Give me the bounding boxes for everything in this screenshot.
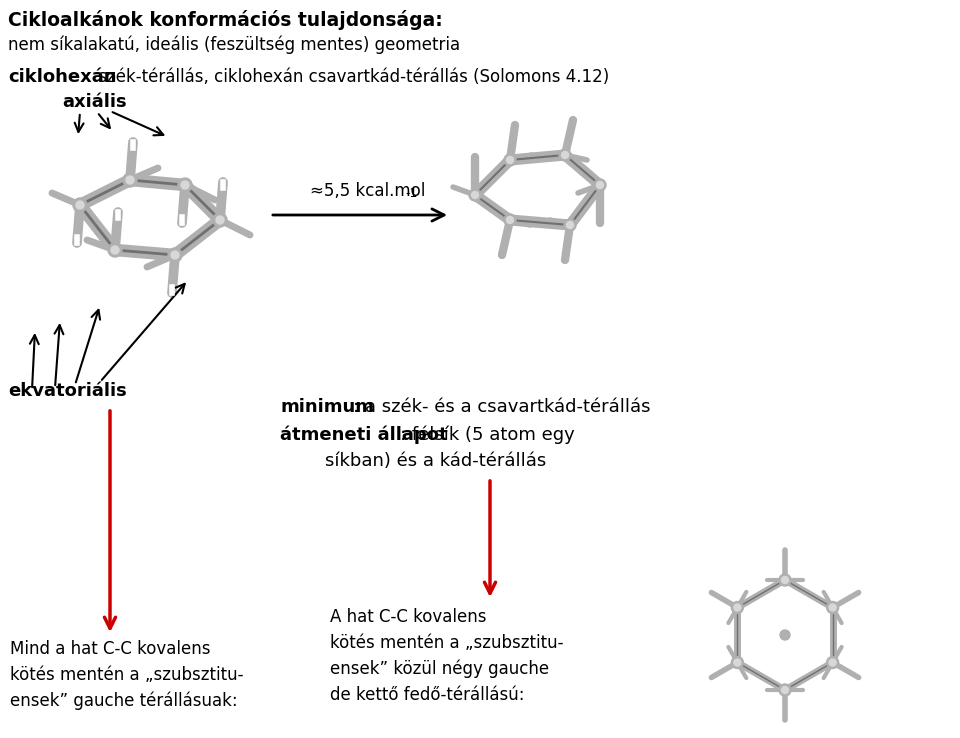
Text: Mind a hat C-C kovalens: Mind a hat C-C kovalens <box>10 640 210 658</box>
Text: minimum: minimum <box>280 398 374 416</box>
Text: A hat C-C kovalens: A hat C-C kovalens <box>330 608 487 626</box>
Text: Cikloalkánok konformációs tulajdonsága:: Cikloalkánok konformációs tulajdonsága: <box>8 10 443 30</box>
Circle shape <box>126 176 134 184</box>
Text: -1: -1 <box>405 187 418 200</box>
Text: de kettő fedő-térállású:: de kettő fedő-térállású: <box>330 686 524 704</box>
Circle shape <box>732 657 743 669</box>
Circle shape <box>829 659 836 666</box>
Circle shape <box>562 151 568 159</box>
Text: ≈5,5 kcal.mol: ≈5,5 kcal.mol <box>310 182 425 200</box>
Text: : a szék- és a csavartkád-térállás: : a szék- és a csavartkád-térállás <box>353 398 651 416</box>
Circle shape <box>213 213 227 227</box>
Text: szék-térállás, ciklohexán csavartkád-térállás (Solomons 4.12): szék-térállás, ciklohexán csavartkád-tér… <box>93 68 610 86</box>
Circle shape <box>171 251 179 259</box>
Circle shape <box>168 248 182 262</box>
Circle shape <box>111 246 119 254</box>
Circle shape <box>781 576 788 584</box>
Circle shape <box>779 684 791 696</box>
Circle shape <box>566 221 573 229</box>
Text: átmeneti állapot: átmeneti állapot <box>280 425 447 444</box>
Circle shape <box>76 201 84 209</box>
Text: kötés mentén a „szubsztitu-: kötés mentén a „szubsztitu- <box>330 634 564 652</box>
Circle shape <box>108 243 122 257</box>
Circle shape <box>733 659 741 666</box>
Circle shape <box>471 191 478 199</box>
Text: ensek” közül négy gauche: ensek” közül négy gauche <box>330 660 549 678</box>
Circle shape <box>780 630 790 640</box>
Text: : félsík (5 atom egy: : félsík (5 atom egy <box>400 425 575 444</box>
Circle shape <box>594 179 606 191</box>
Circle shape <box>73 198 87 212</box>
Circle shape <box>827 601 839 613</box>
Text: ciklohexán: ciklohexán <box>8 68 116 86</box>
Circle shape <box>123 173 137 187</box>
Circle shape <box>781 686 788 694</box>
Circle shape <box>733 604 741 611</box>
Circle shape <box>564 219 576 231</box>
Circle shape <box>469 189 481 201</box>
Text: axiális: axiális <box>62 93 128 111</box>
Text: ensek” gauche térállásuak:: ensek” gauche térállásuak: <box>10 692 238 711</box>
Circle shape <box>732 601 743 613</box>
Text: kötés mentén a „szubsztitu-: kötés mentén a „szubsztitu- <box>10 666 244 684</box>
Circle shape <box>827 657 839 669</box>
Circle shape <box>779 574 791 586</box>
Circle shape <box>596 182 604 188</box>
Text: síkban) és a kád-térállás: síkban) és a kád-térállás <box>325 452 546 470</box>
Circle shape <box>178 178 192 192</box>
Text: nem síkalakatú, ideális (feszültség mentes) geometria: nem síkalakatú, ideális (feszültség ment… <box>8 36 460 55</box>
Circle shape <box>216 216 224 224</box>
Circle shape <box>504 154 516 166</box>
Circle shape <box>181 181 189 189</box>
Circle shape <box>829 604 836 611</box>
Circle shape <box>507 216 514 224</box>
Circle shape <box>507 156 514 164</box>
Text: ekvatoriális: ekvatoriális <box>8 382 127 400</box>
Circle shape <box>504 214 516 226</box>
Circle shape <box>559 149 571 161</box>
